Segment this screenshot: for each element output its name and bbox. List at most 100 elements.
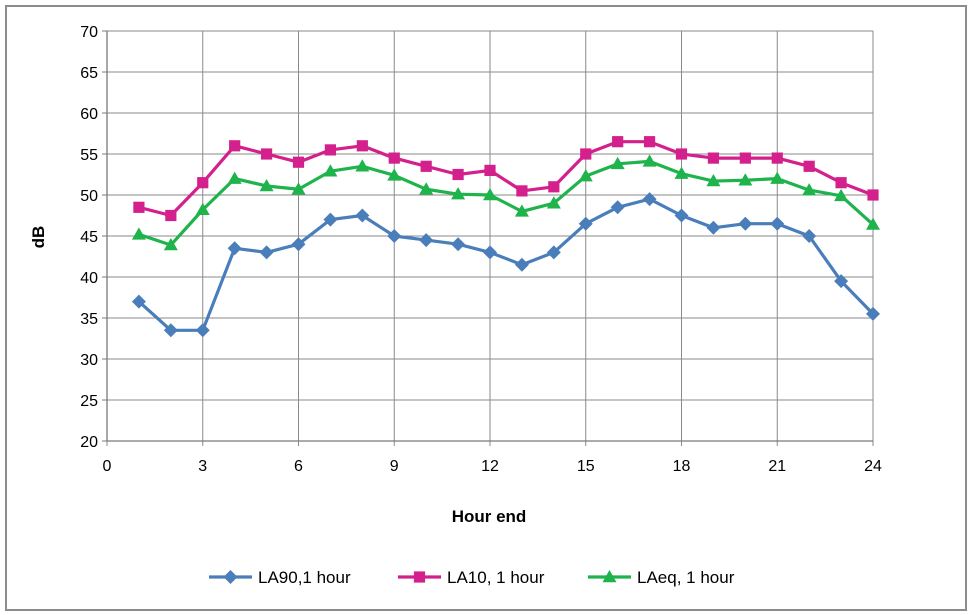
x-axis-label: Hour end <box>452 507 527 526</box>
data-point <box>546 245 561 260</box>
data-point <box>706 174 721 187</box>
data-point <box>260 148 273 160</box>
y-tick-label: 35 <box>80 311 98 328</box>
legend-label: LA90,1 hour <box>258 568 351 587</box>
x-tick-label: 12 <box>481 458 499 475</box>
data-point <box>323 212 338 227</box>
data-point <box>834 188 849 202</box>
y-axis-ticks: 20 25 30 35 40 45 50 55 60 65 70 <box>80 24 98 451</box>
legend-marker <box>223 570 238 584</box>
legend: LA90,1 hour LA10, 1 hour LAeq, 1 hour <box>209 568 735 587</box>
data-point <box>451 187 466 200</box>
data-point <box>674 166 689 179</box>
data-point <box>642 154 657 167</box>
data-point <box>514 257 529 272</box>
data-point <box>229 140 241 152</box>
data-point <box>674 208 689 223</box>
data-point <box>356 140 368 152</box>
data-point <box>771 152 783 164</box>
legend-marker <box>602 570 617 583</box>
data-point <box>387 168 402 181</box>
data-point <box>387 229 402 243</box>
data-point <box>131 227 146 240</box>
x-tick-label: 24 <box>864 458 882 475</box>
y-tick-label: 25 <box>80 393 98 410</box>
series-diamond <box>131 192 880 338</box>
x-tick-label: 6 <box>294 458 303 475</box>
x-tick-label: 0 <box>103 458 112 475</box>
y-axis-label: dB <box>29 226 48 249</box>
data-point <box>770 171 785 184</box>
legend-label: LA10, 1 hour <box>447 568 545 587</box>
data-point <box>835 177 847 189</box>
data-point <box>548 181 560 193</box>
data-point <box>484 164 496 176</box>
data-point <box>483 245 497 260</box>
y-tick-label: 70 <box>80 24 98 41</box>
data-point <box>867 189 879 201</box>
legend-label: LAeq, 1 hour <box>637 568 735 587</box>
data-point <box>514 204 529 217</box>
data-point <box>738 173 753 186</box>
chart-frame <box>5 5 967 611</box>
data-point <box>165 209 177 222</box>
x-axis-ticks: 0 3 6 9 12 15 18 21 24 <box>103 458 882 475</box>
data-point <box>866 306 880 321</box>
legend-item: LA90,1 hour <box>209 568 351 587</box>
legend-item: LAeq, 1 hour <box>588 568 735 587</box>
data-point <box>452 168 464 181</box>
legend-item: LA10, 1 hour <box>398 568 545 587</box>
data-point <box>866 217 880 230</box>
data-point <box>420 160 432 172</box>
data-point <box>803 160 815 172</box>
x-tick-label: 18 <box>673 458 691 475</box>
data-point <box>610 200 625 215</box>
data-point <box>738 216 753 231</box>
data-point <box>451 237 466 252</box>
data-point <box>163 238 178 251</box>
data-point <box>163 323 178 338</box>
data-point <box>259 245 274 260</box>
data-point <box>227 171 242 184</box>
data-point <box>355 159 370 172</box>
y-tick-label: 65 <box>80 65 98 82</box>
data-point <box>834 274 849 289</box>
series-triangle <box>131 154 880 251</box>
data-point <box>131 294 146 309</box>
data-point <box>707 152 720 164</box>
x-tick-label: 21 <box>768 458 786 475</box>
y-tick-label: 50 <box>80 188 98 205</box>
data-point <box>612 136 624 148</box>
data-point <box>324 144 337 156</box>
grid-lines <box>102 30 874 446</box>
series-line <box>138 159 875 247</box>
data-point <box>642 192 657 207</box>
data-point <box>197 177 209 189</box>
data-point <box>802 183 817 196</box>
legend-marker <box>413 571 426 583</box>
data-point <box>323 164 338 177</box>
y-tick-label: 40 <box>80 270 98 287</box>
data-point <box>419 233 434 248</box>
data-point <box>133 201 145 213</box>
data-point <box>419 182 434 195</box>
data-point <box>259 178 274 192</box>
x-tick-label: 15 <box>577 458 595 475</box>
series-line <box>137 197 875 332</box>
data-point <box>355 208 370 223</box>
x-tick-label: 3 <box>198 458 207 475</box>
data-point <box>675 148 688 160</box>
data-point <box>706 220 721 235</box>
y-tick-label: 20 <box>80 434 98 451</box>
data-point <box>291 182 306 195</box>
data-point <box>546 196 561 209</box>
series-square <box>133 136 879 222</box>
data-point <box>739 152 751 164</box>
y-tick-label: 55 <box>80 147 98 164</box>
series-layer <box>131 136 880 338</box>
data-point <box>580 148 592 160</box>
data-point <box>578 169 593 182</box>
data-point <box>195 323 210 338</box>
data-point <box>770 216 785 231</box>
